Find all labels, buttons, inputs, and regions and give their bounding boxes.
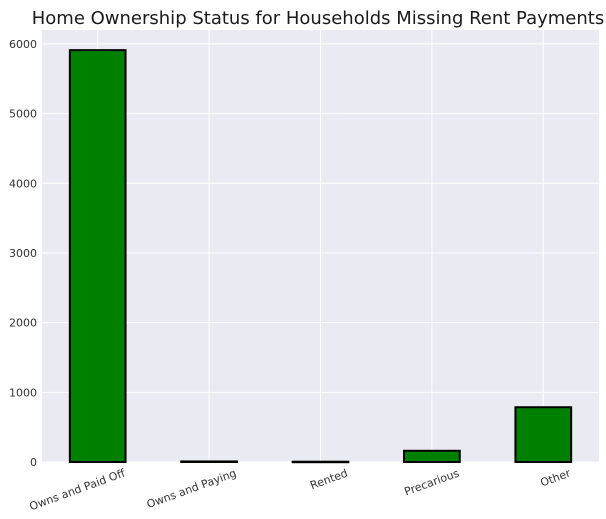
bar-owns-and-paid-off: [68, 49, 127, 463]
bars: [68, 49, 573, 464]
y-tick-label: 2000: [9, 317, 37, 330]
y-tick-label: 3000: [9, 247, 37, 260]
bar-rented: [291, 460, 350, 464]
y-tick-label: 4000: [9, 177, 37, 190]
y-axis-tick-labels: 0 1000 2000 3000 4000 5000 6000: [9, 38, 37, 469]
x-tick-label: Rented: [308, 467, 349, 493]
x-tick-label: Other: [539, 466, 573, 489]
y-tick-label: 6000: [9, 38, 37, 51]
chart-title: Home Ownership Status for Households Mis…: [32, 8, 604, 29]
bar-owns-and-paying: [180, 460, 238, 463]
y-tick-label: 1000: [9, 386, 37, 399]
bar-other: [514, 406, 573, 464]
x-tick-label: Owns and Paid Off: [28, 466, 127, 513]
y-tick-label: 0: [30, 456, 37, 469]
bar-precarious: [403, 449, 461, 463]
x-axis-tick-labels: Owns and Paid Off Owns and Paying Rented Pr…: [28, 466, 573, 513]
x-tick-label: Owns and Paying: [145, 467, 238, 512]
y-tick-label: 5000: [9, 108, 37, 121]
x-tick-label: Precarious: [403, 467, 462, 499]
